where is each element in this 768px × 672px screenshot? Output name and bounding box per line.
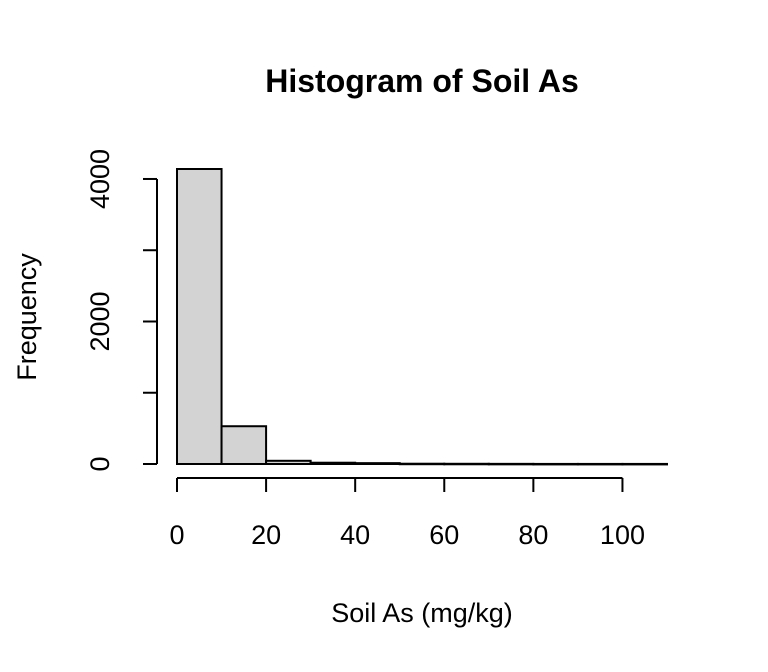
- x-tick-label: 20: [251, 520, 281, 550]
- histogram-bar: [398, 462, 446, 466]
- histogram-bar: [576, 462, 624, 466]
- x-tick-label: 80: [518, 520, 548, 550]
- y-tick-label: 4000: [85, 149, 115, 209]
- x-tick-label: 100: [600, 520, 645, 550]
- histogram-bar: [532, 462, 579, 466]
- x-axis: 0 20 40 60 80 100: [169, 477, 645, 550]
- x-axis-label: Soil As (mg/kg): [331, 598, 513, 628]
- y-tick-label: 0: [85, 456, 115, 471]
- histogram-bar: [220, 425, 268, 466]
- x-tick-label: 0: [169, 520, 184, 550]
- histogram-bar: [309, 461, 357, 465]
- histogram-bar: [443, 462, 490, 466]
- histogram-bar: [621, 462, 668, 466]
- histogram-bar: [265, 459, 312, 466]
- histogram-bar: [487, 462, 535, 466]
- histogram-bar: [354, 462, 401, 466]
- x-tick-label: 40: [340, 520, 370, 550]
- y-axis: 0 2000 4000: [85, 149, 158, 472]
- bars-group: [176, 168, 668, 466]
- x-tick-label: 60: [429, 520, 459, 550]
- y-tick-label: 2000: [85, 291, 115, 351]
- y-axis-label: Frequency: [12, 253, 42, 381]
- histogram-bar: [176, 168, 223, 465]
- chart-title: Histogram of Soil As: [265, 63, 579, 99]
